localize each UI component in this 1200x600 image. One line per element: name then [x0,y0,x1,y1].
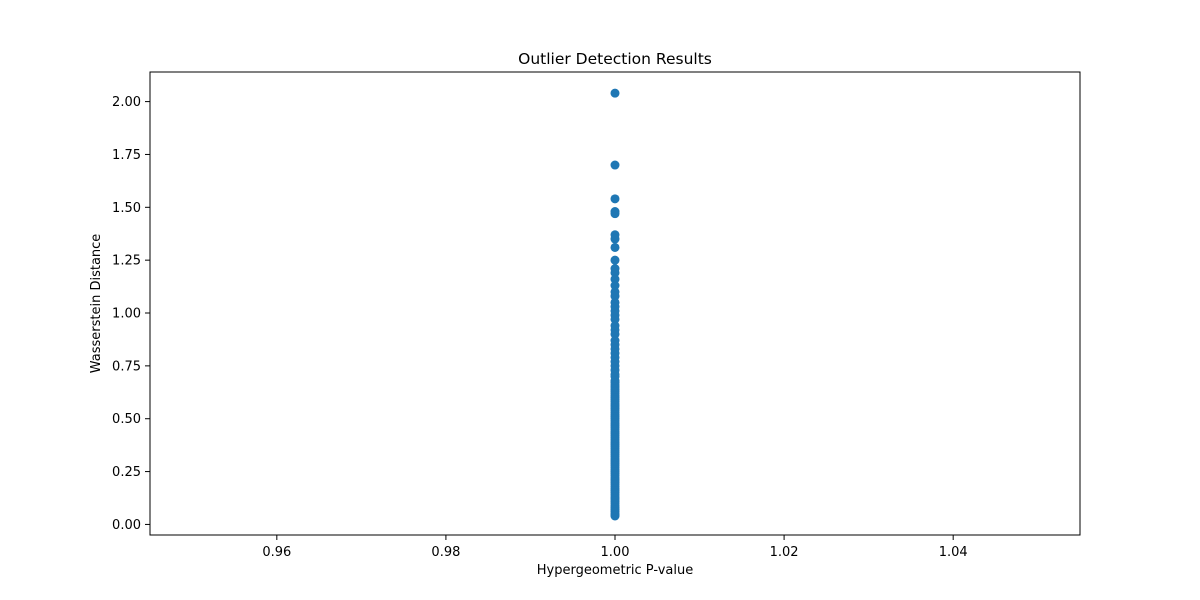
data-point [610,329,620,339]
x-axis-label: Hypergeometric P-value [537,563,693,578]
x-axis-ticks: 0.96 0.98 1.00 1.02 1.04 [262,535,968,560]
x-tick-label: 1.04 [939,545,968,560]
y-tick-label: 0.50 [112,412,141,427]
data-point [610,511,620,521]
data-point [610,268,620,278]
chart-title: Outlier Detection Results [518,50,712,68]
data-point [610,209,620,219]
data-points [610,88,620,521]
data-point [610,242,620,252]
data-point [610,281,620,291]
y-tick-label: 1.25 [112,254,141,269]
data-point [610,88,620,98]
data-point [610,160,620,170]
data-point [610,234,620,244]
y-tick-label: 0.00 [112,518,141,533]
y-tick-label: 0.75 [112,359,141,374]
y-axis-label: Wasserstein Distance [89,234,104,374]
data-point [610,255,620,265]
y-tick-label: 0.25 [112,465,141,480]
x-tick-label: 0.98 [431,545,460,560]
y-axis-ticks: 0.00 0.25 0.50 0.75 1.00 1.25 1.50 1.75 2.00 [112,95,150,533]
x-tick-label: 1.02 [770,545,799,560]
y-tick-label: 1.00 [112,307,141,322]
data-point [610,274,620,284]
y-tick-label: 1.50 [112,201,141,216]
x-tick-label: 0.96 [262,545,291,560]
data-point [610,291,620,301]
data-point [610,194,620,204]
y-tick-label: 2.00 [112,95,141,110]
data-point [610,314,620,324]
y-tick-label: 1.75 [112,148,141,163]
x-tick-label: 1.00 [601,545,630,560]
